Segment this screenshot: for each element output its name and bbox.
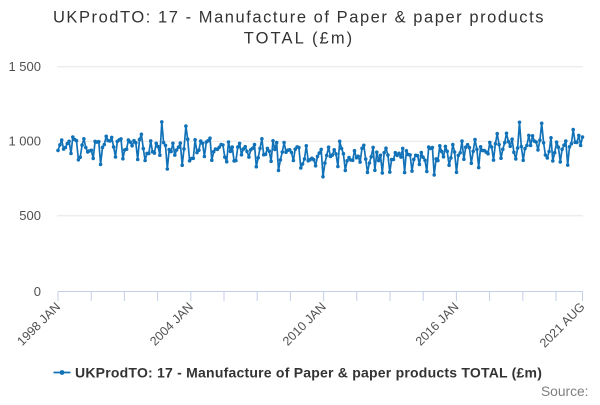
svg-text:1 500: 1 500 [8, 59, 41, 74]
svg-text:2021 AUG: 2021 AUG [537, 300, 588, 351]
svg-text:UKProdTO: 17 - Manufacture of: UKProdTO: 17 - Manufacture of Paper & pa… [75, 365, 542, 381]
svg-text:2010 JAN: 2010 JAN [280, 300, 329, 349]
svg-text:0: 0 [34, 284, 41, 299]
svg-text:TOTAL (£m): TOTAL (£m) [244, 30, 355, 48]
svg-text:500: 500 [19, 208, 41, 223]
svg-text:1 000: 1 000 [8, 134, 41, 149]
svg-text:UKProdTO: 17 - Manufacture of: UKProdTO: 17 - Manufacture of Paper & pa… [53, 9, 545, 27]
svg-text:Source:: Source: [541, 384, 589, 399]
svg-text:2004 JAN: 2004 JAN [147, 300, 196, 349]
svg-text:2016 JAN: 2016 JAN [413, 300, 462, 349]
svg-text:1998 JAN: 1998 JAN [14, 300, 63, 349]
